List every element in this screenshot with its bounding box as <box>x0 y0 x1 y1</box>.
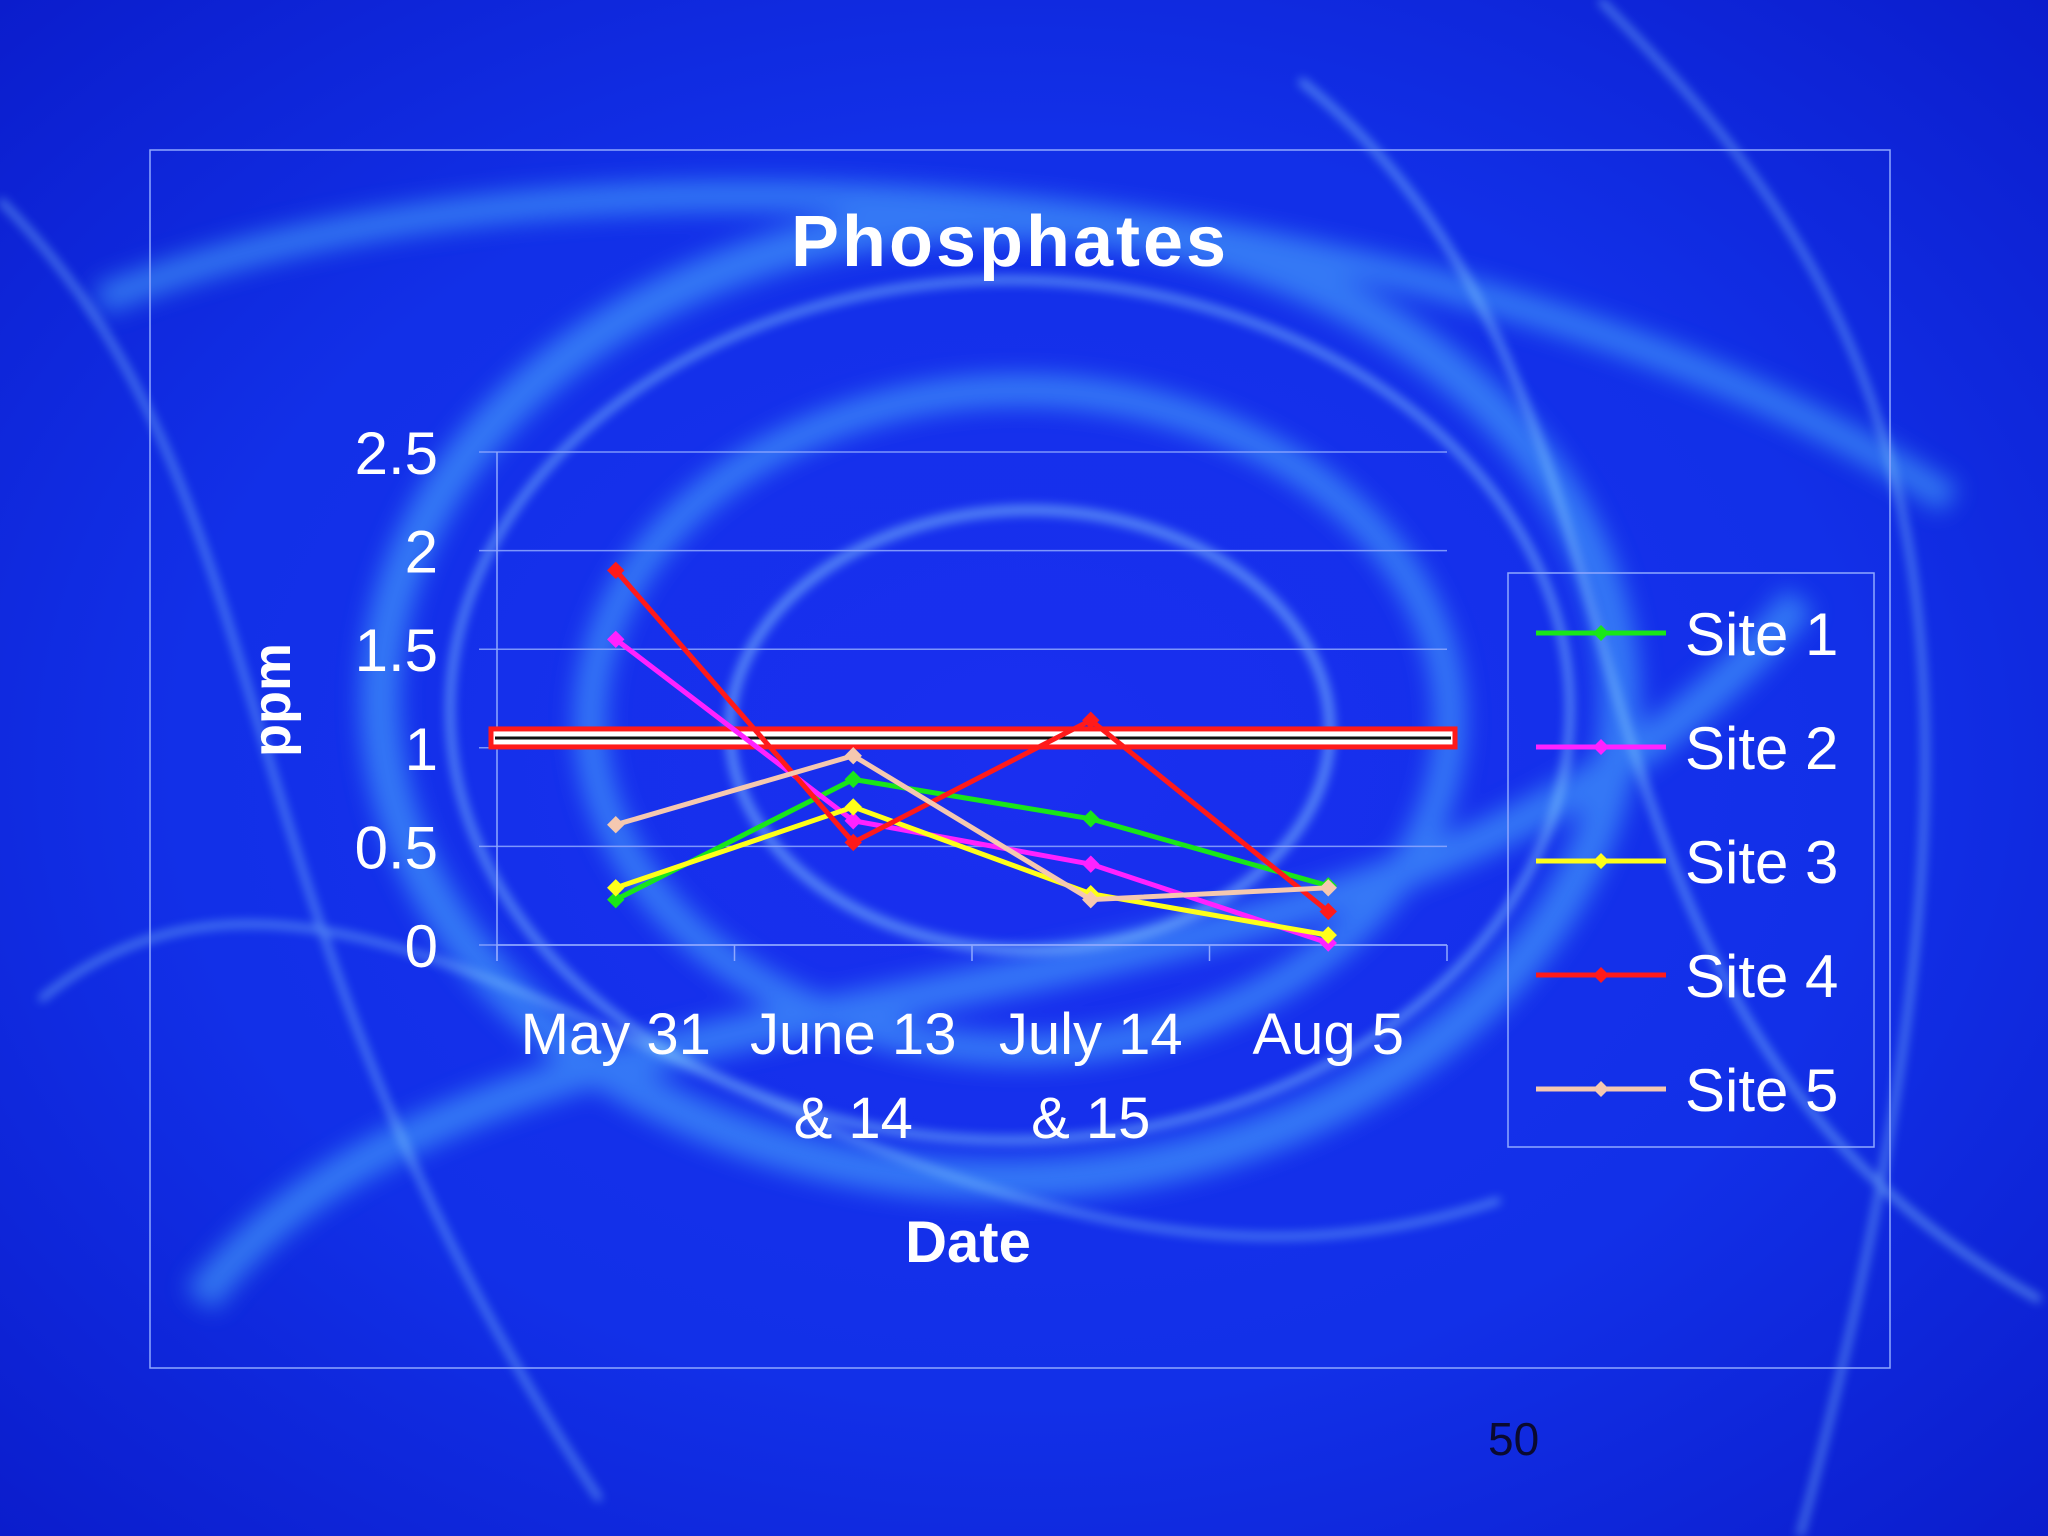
x-tick-label: & 15 <box>1031 1086 1150 1151</box>
data-point <box>1082 855 1100 873</box>
y-tick-label: 2 <box>405 519 438 586</box>
y-tick-label: 1.5 <box>355 617 438 684</box>
data-point <box>1082 810 1100 828</box>
data-point <box>844 746 862 765</box>
y-axis-label: ppm <box>242 643 302 757</box>
y-tick-labels: 0 0.5 1 1.5 2 2.5 <box>355 420 438 980</box>
series-site-2 <box>607 630 1337 952</box>
data-point <box>1082 711 1100 729</box>
data-point <box>844 798 862 816</box>
x-tick-label: & 14 <box>794 1086 913 1151</box>
series-site-3 <box>607 798 1337 944</box>
legend-label: Site 3 <box>1685 829 1838 896</box>
legend-label: Site 1 <box>1685 601 1838 668</box>
y-tick-label: 0.5 <box>355 814 438 881</box>
legend-label: Site 5 <box>1685 1057 1838 1124</box>
data-point <box>844 833 862 852</box>
legend-box <box>1507 572 1875 1148</box>
data-point <box>607 816 625 834</box>
legend-swatch-marker <box>1593 853 1609 869</box>
x-tick-label: June 13 <box>750 1002 956 1067</box>
data-point <box>1319 926 1337 944</box>
data-point <box>844 812 862 830</box>
data-point <box>607 561 625 580</box>
legend-swatch-marker <box>1593 739 1609 755</box>
series-line <box>614 804 1329 938</box>
series-line <box>613 568 1330 914</box>
x-tick-label: May 31 <box>521 1002 711 1067</box>
legend-item: Site 3 <box>1536 829 1838 896</box>
legend-label: Site 4 <box>1685 943 1838 1010</box>
legend-label: Site 2 <box>1685 715 1838 782</box>
series-line <box>614 776 1329 902</box>
legend-item: Site 5 <box>1536 1057 1838 1124</box>
x-tick-label: Aug 5 <box>1252 1002 1404 1067</box>
y-tick-label: 0 <box>405 913 438 980</box>
data-point <box>844 770 862 789</box>
legend-swatch-marker <box>1593 1081 1609 1097</box>
x-axis-label: Date <box>905 1210 1031 1275</box>
series-lines <box>607 561 1337 952</box>
y-tick-label: 1 <box>405 716 438 783</box>
data-point <box>607 879 625 897</box>
gridlines <box>479 451 1447 946</box>
series-line <box>615 753 1329 903</box>
slide-number: 50 <box>1488 1413 1540 1465</box>
series-line <box>614 637 1330 946</box>
x-tick-label: July 14 <box>999 1002 1183 1067</box>
legend-swatch-marker <box>1593 625 1609 641</box>
data-point <box>607 890 625 909</box>
legend-item: Site 1 <box>1536 601 1838 668</box>
legend-swatch-marker <box>1593 967 1609 983</box>
data-point <box>1319 879 1337 897</box>
data-point <box>607 630 625 649</box>
legend-item: Site 4 <box>1536 943 1838 1010</box>
data-point <box>1319 902 1337 921</box>
chart-title: Phosphates <box>791 202 1229 282</box>
x-tick-labels: May 31 June 13 & 14 July 14 & 15 Aug 5 <box>521 1002 1404 1151</box>
chart-area-border <box>149 149 1891 1369</box>
threshold-line <box>488 726 1458 750</box>
legend-item: Site 2 <box>1536 715 1838 782</box>
series-site-4 <box>607 561 1337 921</box>
legend: Site 1 Site 2 Site 3 Site 4 Site 5 <box>1507 572 1875 1148</box>
y-tick-label: 2.5 <box>355 420 438 487</box>
axes <box>496 452 1448 961</box>
series-site-1 <box>607 770 1337 909</box>
data-point <box>1082 890 1100 909</box>
series-site-5 <box>607 746 1337 909</box>
